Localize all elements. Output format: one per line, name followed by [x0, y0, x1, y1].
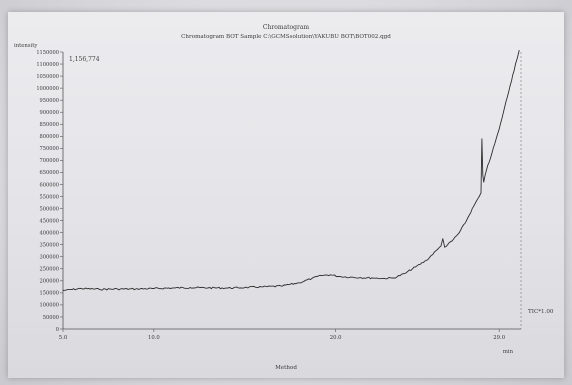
y-tick-label: 650000 — [40, 170, 59, 176]
data-point — [98, 288, 100, 290]
data-point — [473, 205, 475, 207]
series-line — [62, 50, 520, 291]
data-point — [451, 240, 453, 242]
data-point — [262, 286, 264, 288]
data-point — [466, 220, 467, 222]
data-point — [189, 287, 191, 288]
data-point — [442, 238, 444, 240]
data-point — [329, 274, 331, 276]
data-point — [458, 232, 460, 234]
data-point — [382, 278, 384, 279]
data-point — [117, 288, 118, 290]
y-tick-label: 300000 — [40, 255, 59, 261]
x-ticks: 5.0 10.0 20.0 29.0 — [59, 329, 506, 341]
series-label: TIC*1.00 — [528, 309, 554, 315]
data-point — [404, 273, 406, 274]
data-point — [207, 287, 209, 289]
y-axis-label: intensity — [14, 43, 37, 49]
data-point — [280, 285, 282, 287]
data-point — [498, 128, 500, 130]
data-point — [393, 277, 395, 279]
x-tick-label: 5.0 — [59, 335, 68, 341]
data-point — [480, 192, 482, 194]
data-point — [62, 290, 64, 291]
x-tick-label: 10.0 — [148, 335, 160, 341]
chart-subtitle: Chromatogram BOT Sample C:\GCMSsolution\… — [181, 34, 391, 40]
data-point — [486, 169, 487, 171]
y-tick-label: 150000 — [40, 291, 59, 297]
y-tick-label: 800000 — [40, 134, 59, 140]
data-point — [153, 288, 155, 289]
max-intensity-label: 1,156,774 — [69, 56, 100, 63]
data-point — [491, 152, 493, 154]
data-point — [320, 275, 322, 276]
y-tick-label: 350000 — [40, 242, 59, 248]
data-point — [515, 63, 516, 65]
data-point — [504, 107, 506, 108]
data-point — [360, 277, 362, 279]
data-point — [478, 196, 480, 197]
data-point — [440, 245, 442, 247]
data-point — [415, 266, 416, 268]
data-point — [371, 277, 373, 279]
y-tick-label: 1150000 — [36, 50, 59, 56]
y-tick-label: 50000 — [43, 315, 59, 321]
data-point — [226, 287, 227, 289]
data-point — [518, 49, 520, 51]
y-tick-label: 700000 — [40, 158, 59, 164]
y-tick-label: 1050000 — [36, 74, 59, 80]
chromatogram-chart: Chromatogram Chromatogram BOT Sample C:\… — [14, 24, 554, 371]
data-point — [171, 287, 173, 289]
y-tick-label: 850000 — [40, 122, 59, 128]
data-point — [444, 246, 446, 248]
y-tick-label: 100000 — [40, 303, 59, 309]
y-tick-label: 0 — [56, 327, 59, 333]
y-tick-label: 600000 — [40, 182, 59, 188]
footer-method-label: Method — [275, 365, 297, 371]
data-point — [483, 181, 485, 183]
y-ticks: 0 50000 100000 150000 200000 250000 300000 3500… — [36, 50, 63, 333]
series-group — [62, 49, 520, 291]
data-point — [80, 288, 82, 289]
x-tick-label: 20.0 — [330, 335, 342, 341]
data-point — [349, 276, 351, 278]
y-tick-label: 900000 — [40, 110, 59, 116]
y-tick-label: 500000 — [40, 206, 59, 212]
y-tick-label: 950000 — [40, 98, 59, 104]
y-tick-label: 550000 — [40, 194, 59, 200]
data-point — [244, 287, 246, 288]
paper-sheet: Chromatogram Chromatogram BOT Sample C:\… — [8, 12, 564, 378]
data-point — [298, 282, 300, 284]
y-tick-label: 400000 — [40, 230, 59, 236]
y-tick-label: 450000 — [40, 218, 59, 224]
y-tick-label: 200000 — [40, 279, 59, 285]
data-point — [426, 259, 427, 261]
x-axis-unit-label: min — [503, 349, 514, 355]
y-tick-label: 250000 — [40, 267, 59, 273]
y-tick-label: 750000 — [40, 146, 59, 152]
data-point — [338, 276, 340, 277]
data-point — [509, 85, 511, 87]
data-point — [436, 249, 438, 250]
data-point — [481, 138, 483, 140]
y-tick-label: 1000000 — [36, 86, 59, 92]
data-point — [311, 278, 313, 279]
data-point — [482, 174, 484, 176]
data-point — [135, 288, 137, 290]
chart-title: Chromatogram — [263, 24, 310, 31]
x-tick-label: 29.0 — [493, 335, 505, 341]
y-tick-label: 1100000 — [36, 62, 59, 68]
